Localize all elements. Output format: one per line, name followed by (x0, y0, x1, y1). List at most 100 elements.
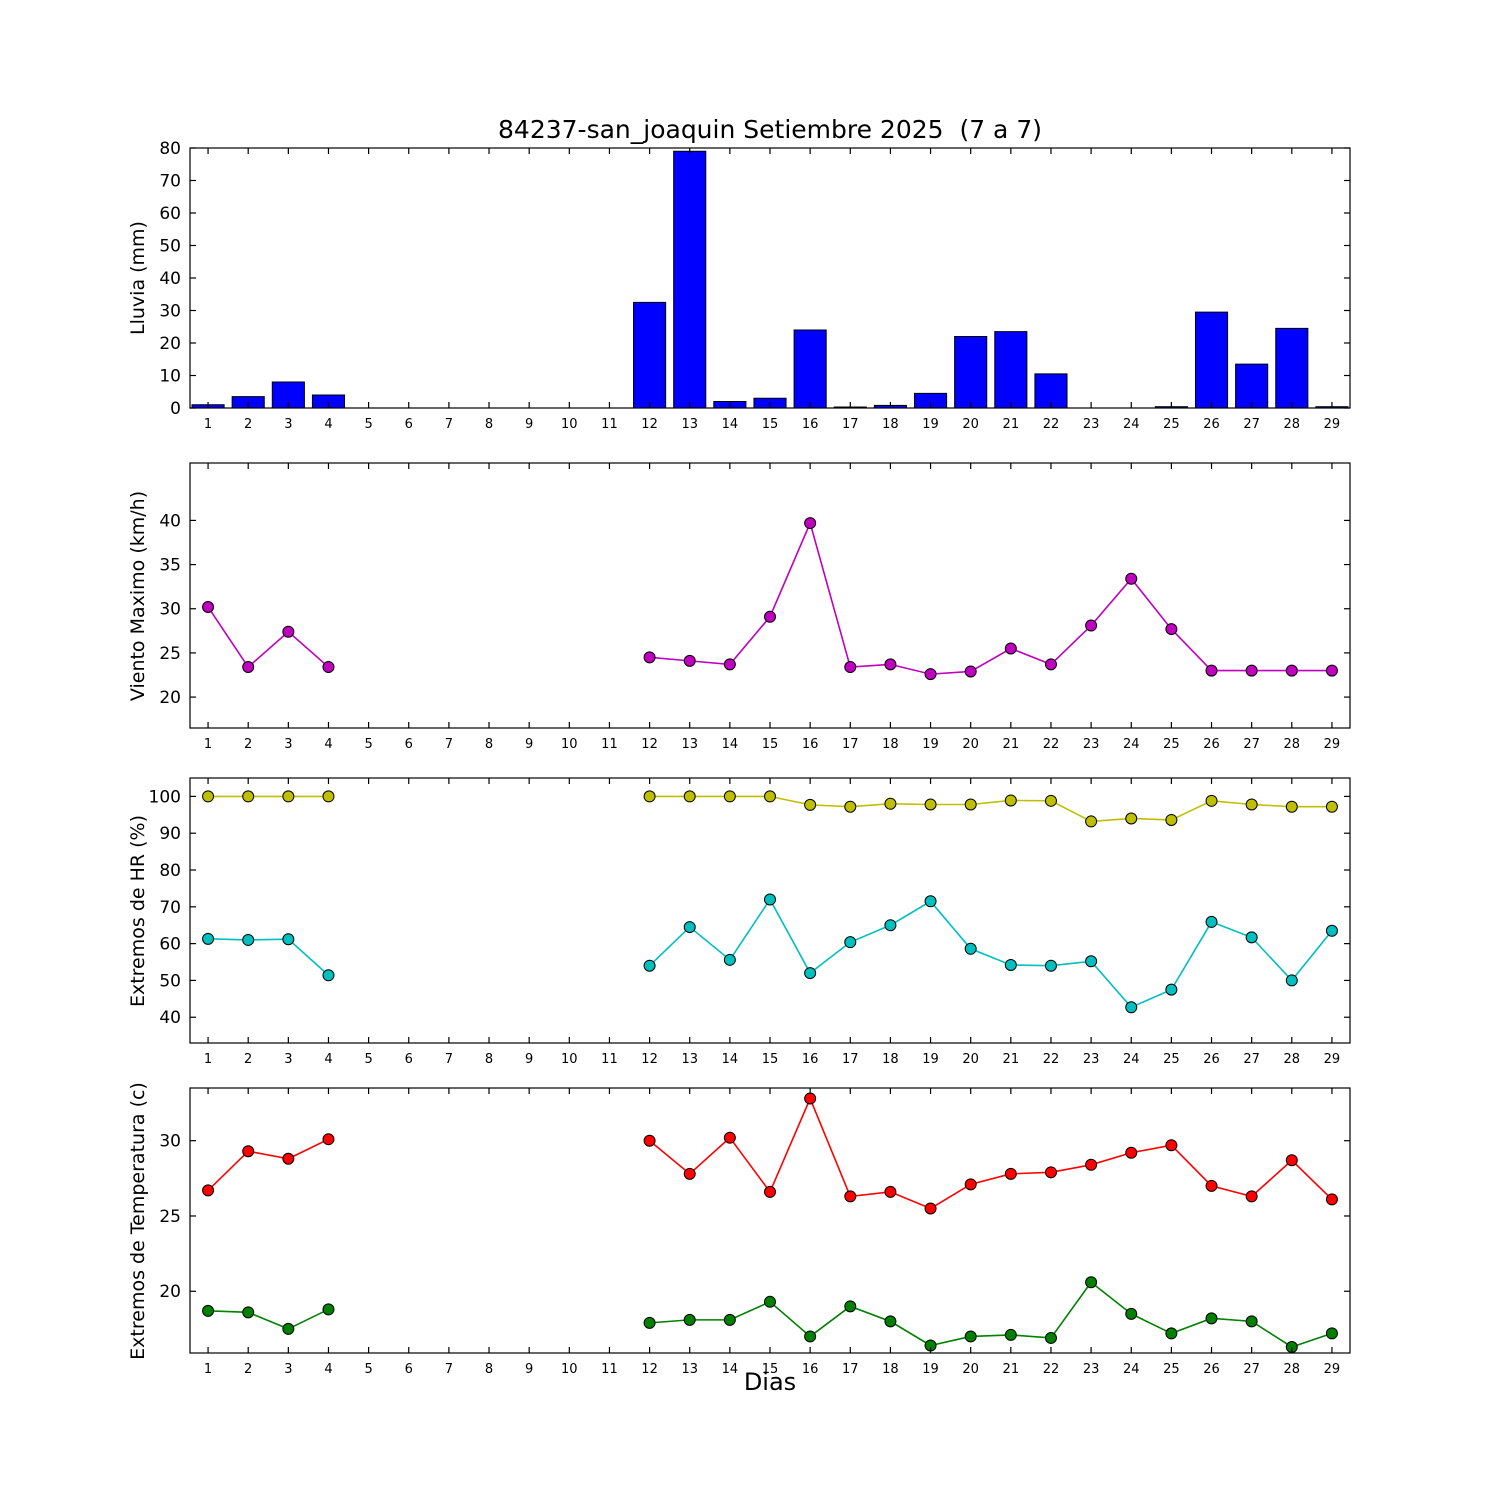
svg-text:10: 10 (561, 1052, 578, 1067)
svg-text:29: 29 (1324, 737, 1341, 752)
svg-text:15: 15 (762, 417, 779, 432)
svg-text:17: 17 (842, 1052, 859, 1067)
xlabel-dias: Dias (743, 1368, 797, 1396)
svg-text:14: 14 (722, 737, 739, 752)
svg-text:15: 15 (762, 1052, 779, 1067)
svg-text:23: 23 (1083, 737, 1100, 752)
svg-text:20: 20 (962, 417, 979, 432)
svg-text:40: 40 (159, 1008, 181, 1028)
svg-text:30: 30 (159, 600, 181, 620)
ylabel-lluvia: Lluvia (mm) (127, 221, 149, 335)
svg-text:4: 4 (324, 737, 332, 752)
svg-text:6: 6 (405, 417, 413, 432)
svg-text:3: 3 (284, 1362, 292, 1377)
svg-text:20: 20 (159, 1282, 181, 1302)
svg-text:17: 17 (842, 737, 859, 752)
svg-text:21: 21 (1003, 1052, 1020, 1067)
svg-text:20: 20 (962, 1052, 979, 1067)
svg-text:9: 9 (525, 1362, 533, 1377)
svg-text:23: 23 (1083, 417, 1100, 432)
svg-text:9: 9 (525, 417, 533, 432)
svg-text:9: 9 (525, 737, 533, 752)
svg-text:18: 18 (882, 737, 899, 752)
svg-text:25: 25 (1163, 1362, 1180, 1377)
svg-text:26: 26 (1203, 737, 1220, 752)
svg-text:9: 9 (525, 1052, 533, 1067)
svg-text:11: 11 (601, 417, 618, 432)
svg-text:8: 8 (485, 417, 493, 432)
svg-text:16: 16 (802, 1362, 819, 1377)
svg-text:3: 3 (284, 1052, 292, 1067)
svg-text:16: 16 (802, 737, 819, 752)
svg-text:50: 50 (159, 971, 181, 991)
svg-text:14: 14 (722, 1362, 739, 1377)
svg-text:15: 15 (762, 1362, 779, 1377)
svg-text:30: 30 (159, 301, 181, 321)
ylabel-viento: Viento Maximo (km/h) (127, 490, 149, 702)
svg-text:29: 29 (1324, 417, 1341, 432)
svg-text:21: 21 (1003, 737, 1020, 752)
svg-text:22: 22 (1043, 737, 1060, 752)
svg-text:28: 28 (1284, 1052, 1301, 1067)
svg-text:50: 50 (159, 236, 181, 256)
svg-text:24: 24 (1123, 737, 1140, 752)
svg-text:20: 20 (159, 334, 181, 354)
svg-text:16: 16 (802, 417, 819, 432)
svg-text:15: 15 (762, 737, 779, 752)
svg-text:17: 17 (842, 1362, 859, 1377)
svg-text:5: 5 (364, 1362, 372, 1377)
svg-text:40: 40 (159, 511, 181, 531)
svg-text:3: 3 (284, 417, 292, 432)
svg-text:22: 22 (1043, 417, 1060, 432)
svg-text:10: 10 (561, 1362, 578, 1377)
svg-text:22: 22 (1043, 1052, 1060, 1067)
svg-text:6: 6 (405, 1362, 413, 1377)
svg-text:2: 2 (244, 737, 252, 752)
svg-text:27: 27 (1243, 1052, 1260, 1067)
svg-text:7: 7 (445, 737, 453, 752)
svg-text:23: 23 (1083, 1052, 1100, 1067)
svg-text:18: 18 (882, 1362, 899, 1377)
svg-text:8: 8 (485, 1052, 493, 1067)
svg-text:24: 24 (1123, 417, 1140, 432)
svg-text:4: 4 (324, 1362, 332, 1377)
svg-text:14: 14 (722, 417, 739, 432)
svg-text:1: 1 (204, 417, 212, 432)
svg-text:5: 5 (364, 1052, 372, 1067)
svg-text:13: 13 (681, 1052, 698, 1067)
svg-text:7: 7 (445, 417, 453, 432)
svg-text:21: 21 (1003, 1362, 1020, 1377)
svg-text:80: 80 (159, 139, 181, 159)
svg-text:80: 80 (159, 861, 181, 881)
svg-text:25: 25 (1163, 1052, 1180, 1067)
svg-text:29: 29 (1324, 1362, 1341, 1377)
svg-text:7: 7 (445, 1052, 453, 1067)
svg-text:1: 1 (204, 1052, 212, 1067)
svg-text:2: 2 (244, 1052, 252, 1067)
svg-text:25: 25 (159, 644, 181, 664)
svg-text:7: 7 (445, 1362, 453, 1377)
svg-text:29: 29 (1324, 1052, 1341, 1067)
svg-text:4: 4 (324, 417, 332, 432)
svg-text:24: 24 (1123, 1362, 1140, 1377)
svg-text:0: 0 (170, 399, 181, 419)
svg-text:27: 27 (1243, 417, 1260, 432)
svg-text:4: 4 (324, 1052, 332, 1067)
svg-text:1: 1 (204, 737, 212, 752)
svg-text:28: 28 (1284, 1362, 1301, 1377)
svg-text:27: 27 (1243, 737, 1260, 752)
svg-text:18: 18 (882, 417, 899, 432)
svg-text:13: 13 (681, 737, 698, 752)
svg-text:27: 27 (1243, 1362, 1260, 1377)
svg-text:35: 35 (159, 556, 181, 576)
svg-text:10: 10 (159, 366, 181, 386)
svg-text:24: 24 (1123, 1052, 1140, 1067)
svg-text:12: 12 (641, 1052, 658, 1067)
svg-text:70: 70 (159, 171, 181, 191)
svg-text:19: 19 (922, 417, 939, 432)
svg-text:16: 16 (802, 1052, 819, 1067)
svg-text:14: 14 (722, 1052, 739, 1067)
svg-text:6: 6 (405, 1052, 413, 1067)
